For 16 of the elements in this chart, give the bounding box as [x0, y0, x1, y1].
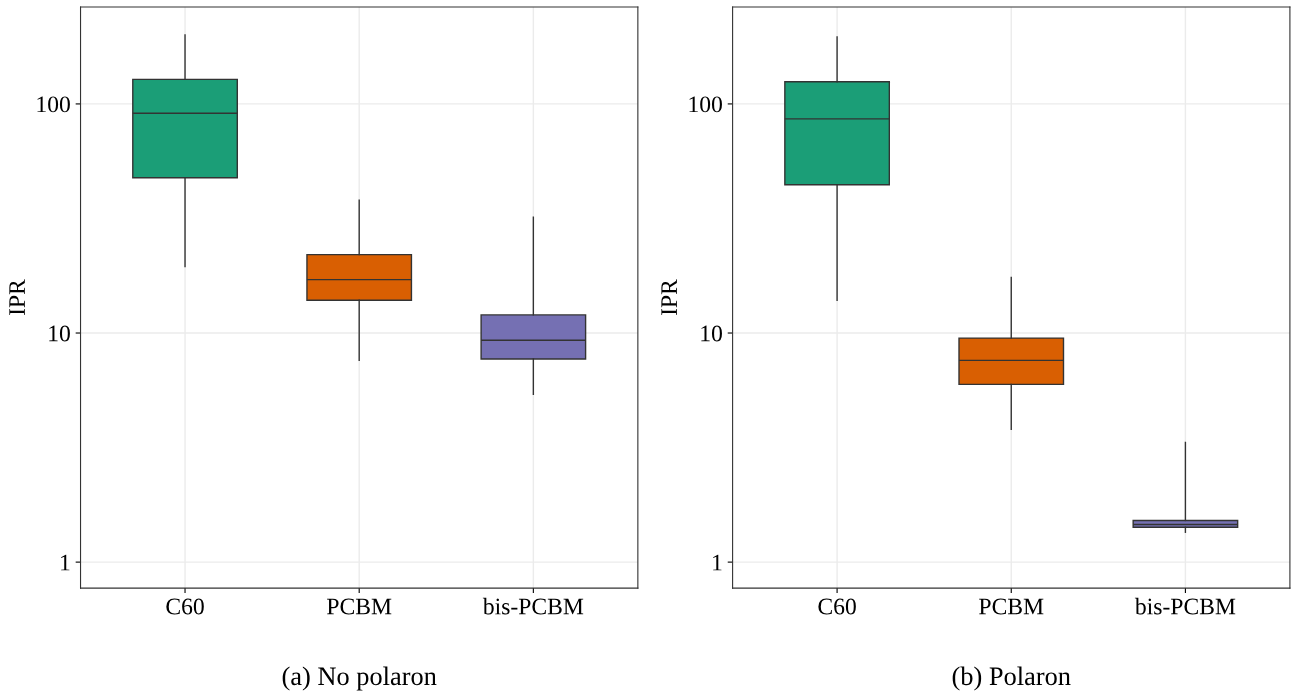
y-tick-label: 100	[37, 96, 70, 113]
y-tick-label: 1	[61, 554, 70, 571]
y-axis-title: IPR	[661, 279, 677, 316]
x-tick-label: PCBM	[979, 598, 1044, 615]
text: (b) Polaron	[952, 666, 1071, 691]
y-axis-title: IPR	[9, 279, 25, 316]
text: (a) No polaron	[282, 666, 437, 691]
x-tick-label: C60	[818, 598, 856, 615]
x-tick-label: bis-PCBM	[1134, 597, 1236, 615]
x-tick-label: bis-PCBM	[482, 597, 584, 615]
y-tick-label: 10	[49, 325, 70, 342]
x-tick-label: C60	[166, 598, 204, 615]
x-tick-label: PCBM	[327, 598, 392, 615]
y-tick-label: 100	[689, 96, 722, 113]
y-tick-label: 1	[713, 554, 722, 571]
y-tick-label: 10	[701, 325, 722, 342]
